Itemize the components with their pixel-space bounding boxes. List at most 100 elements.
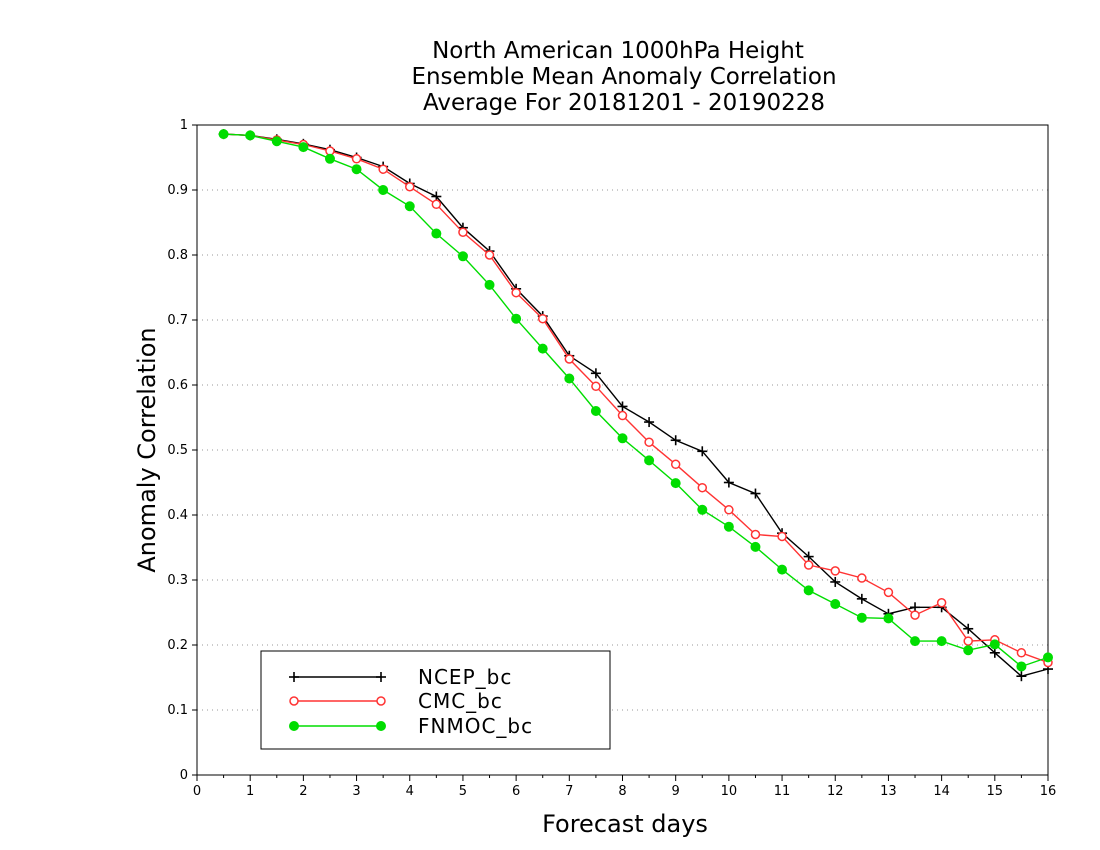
x-tick-label: 9 [672, 784, 680, 799]
series-line [223, 133, 1049, 668]
y-tick-label: 0.5 [167, 443, 188, 458]
data-point [511, 287, 521, 298]
y-tick-label: 0.2 [167, 638, 188, 653]
data-point [458, 227, 468, 237]
data-point [936, 636, 947, 647]
data-point [404, 201, 415, 212]
data-point [670, 478, 681, 489]
data-point [803, 585, 814, 596]
data-point [378, 164, 388, 174]
data-point [750, 488, 761, 499]
data-point [936, 598, 947, 608]
data-point [511, 313, 522, 324]
data-point [484, 279, 495, 290]
axis-ticks: 00.10.20.30.40.50.60.70.80.910 1 2 3 4 5 6 7 8 9 1… [167, 118, 1056, 799]
x-tick-label: 11 [774, 784, 791, 799]
x-tick-label: 8 [618, 784, 626, 799]
data-point [644, 437, 654, 447]
data-point [324, 153, 335, 164]
data-point [670, 435, 681, 446]
data-point [617, 410, 628, 421]
legend-entry: FNMOC_bc [289, 714, 533, 738]
data-point [830, 576, 841, 587]
legend-box [260, 650, 611, 750]
chart-title: North American 1000hPa Height Ensemble M… [411, 38, 836, 116]
x-tick-label: 14 [933, 784, 950, 799]
data-point [697, 446, 708, 457]
y-tick-label: 1 [180, 118, 188, 133]
data-point [1043, 652, 1053, 663]
data-point [963, 636, 973, 646]
series-ncep-bc [218, 129, 1053, 682]
data-point [830, 599, 841, 610]
data-point [537, 313, 548, 324]
data-point [1016, 648, 1027, 658]
series-fnmoc-bc [218, 129, 1053, 672]
data-point [857, 573, 867, 583]
data-point [617, 401, 628, 412]
x-tick-label: 13 [880, 784, 897, 799]
x-axis-label: Forecast days [542, 810, 708, 838]
data-point [405, 182, 415, 192]
data-point [963, 623, 974, 634]
data-point [989, 639, 1000, 650]
data-point [883, 613, 894, 624]
data-point [750, 541, 761, 552]
data-point [1016, 661, 1027, 672]
x-tick-label: 3 [352, 784, 360, 799]
data-point [856, 593, 867, 604]
data-point [590, 406, 601, 416]
x-tick-label: 15 [987, 784, 1004, 799]
data-point [697, 504, 708, 515]
legend-marker [376, 696, 386, 706]
data-point [564, 373, 575, 384]
data-series [218, 129, 1053, 682]
y-tick-label: 0.6 [167, 378, 188, 393]
data-point [856, 612, 867, 623]
data-point [963, 645, 974, 656]
legend-label: FNMOC_bc [418, 714, 533, 738]
title-line-2: Ensemble Mean Anomaly Correlation [411, 64, 836, 90]
data-point [271, 136, 282, 147]
legend-label: NCEP_bc [418, 665, 512, 689]
data-point [803, 560, 814, 570]
x-tick-label: 12 [827, 784, 844, 799]
y-tick-label: 0 [180, 768, 188, 783]
data-point [910, 636, 921, 647]
data-point [830, 566, 840, 576]
data-point [431, 199, 442, 210]
x-tick-label: 5 [459, 784, 467, 799]
y-tick-label: 0.9 [167, 183, 188, 198]
data-point [590, 368, 601, 379]
data-point [723, 477, 734, 488]
data-point [431, 228, 442, 239]
x-tick-label: 16 [1040, 784, 1057, 799]
data-point [989, 647, 1000, 658]
data-point [910, 610, 920, 620]
title-line-1: North American 1000hPa Height [432, 38, 804, 64]
data-point [564, 354, 575, 364]
data-point [750, 529, 761, 540]
legend-marker [289, 721, 299, 731]
y-tick-label: 0.1 [167, 703, 188, 718]
data-point [484, 250, 495, 260]
legend-marker [289, 696, 299, 706]
x-tick-label: 1 [246, 784, 254, 799]
x-tick-label: 0 [193, 784, 201, 799]
x-tick-label: 2 [299, 784, 307, 799]
data-point [644, 417, 655, 428]
series-line [223, 133, 1049, 664]
data-point [351, 164, 362, 175]
series-cmc-bc [218, 129, 1053, 668]
data-point [537, 343, 548, 354]
y-tick-label: 0.3 [167, 573, 188, 588]
data-point [777, 531, 787, 542]
legend-entry: NCEP_bc [289, 665, 512, 689]
data-point [697, 482, 708, 493]
data-point [883, 587, 894, 598]
x-tick-label: 7 [565, 784, 573, 799]
x-tick-label: 10 [721, 784, 738, 799]
